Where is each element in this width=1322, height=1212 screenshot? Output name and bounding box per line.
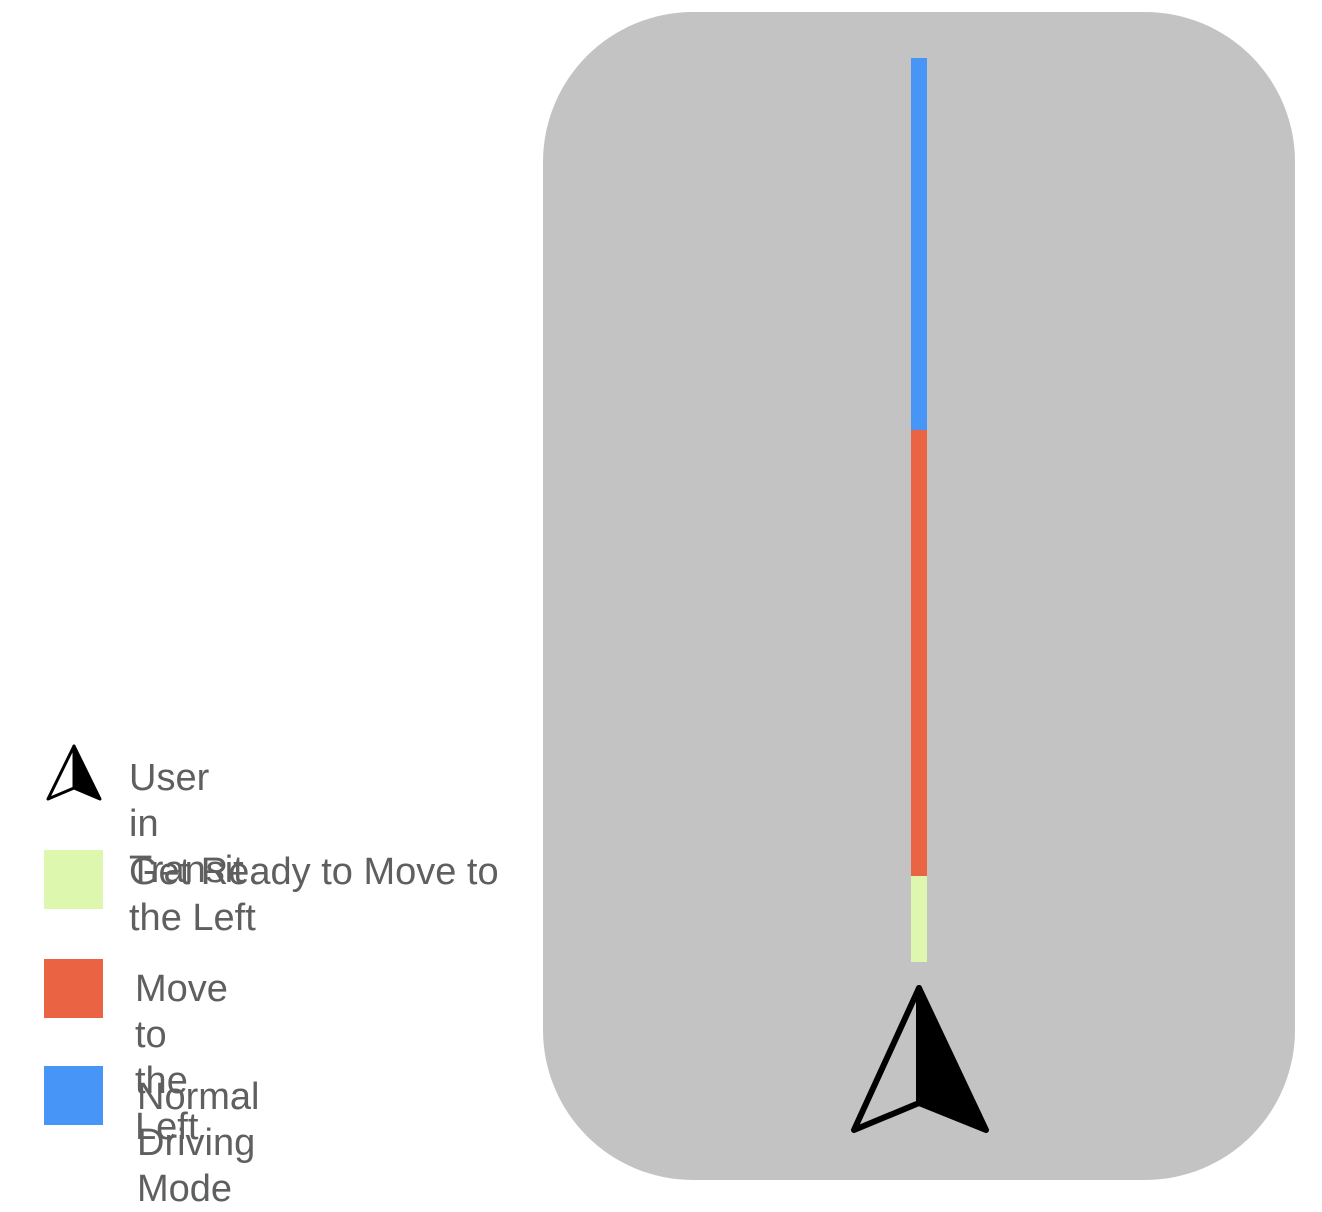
- lane-segment-move-left: [911, 430, 927, 876]
- legend-swatch-normal-driving: [44, 1066, 103, 1125]
- legend-label-user-in-transit: User in Transit: [129, 757, 244, 891]
- legend-swatch-move-left: [44, 959, 103, 1018]
- legend-label-normal-driving: Normal Driving Mode: [137, 1076, 260, 1210]
- lane-segment-normal-driving: [911, 58, 927, 430]
- navigation-arrow-icon: [46, 744, 102, 801]
- legend: User in Transit Get Ready to Move to the…: [0, 0, 540, 1210]
- lane-segment-get-ready: [911, 876, 927, 962]
- legend-swatch-get-ready: [44, 850, 103, 909]
- device-screen: [543, 12, 1295, 1180]
- legend-label-move-left: Move to the Left: [135, 968, 228, 1148]
- user-position-navigation-arrow-icon: [851, 985, 989, 1133]
- legend-label-get-ready: Get Ready to Move to the Left: [129, 851, 499, 939]
